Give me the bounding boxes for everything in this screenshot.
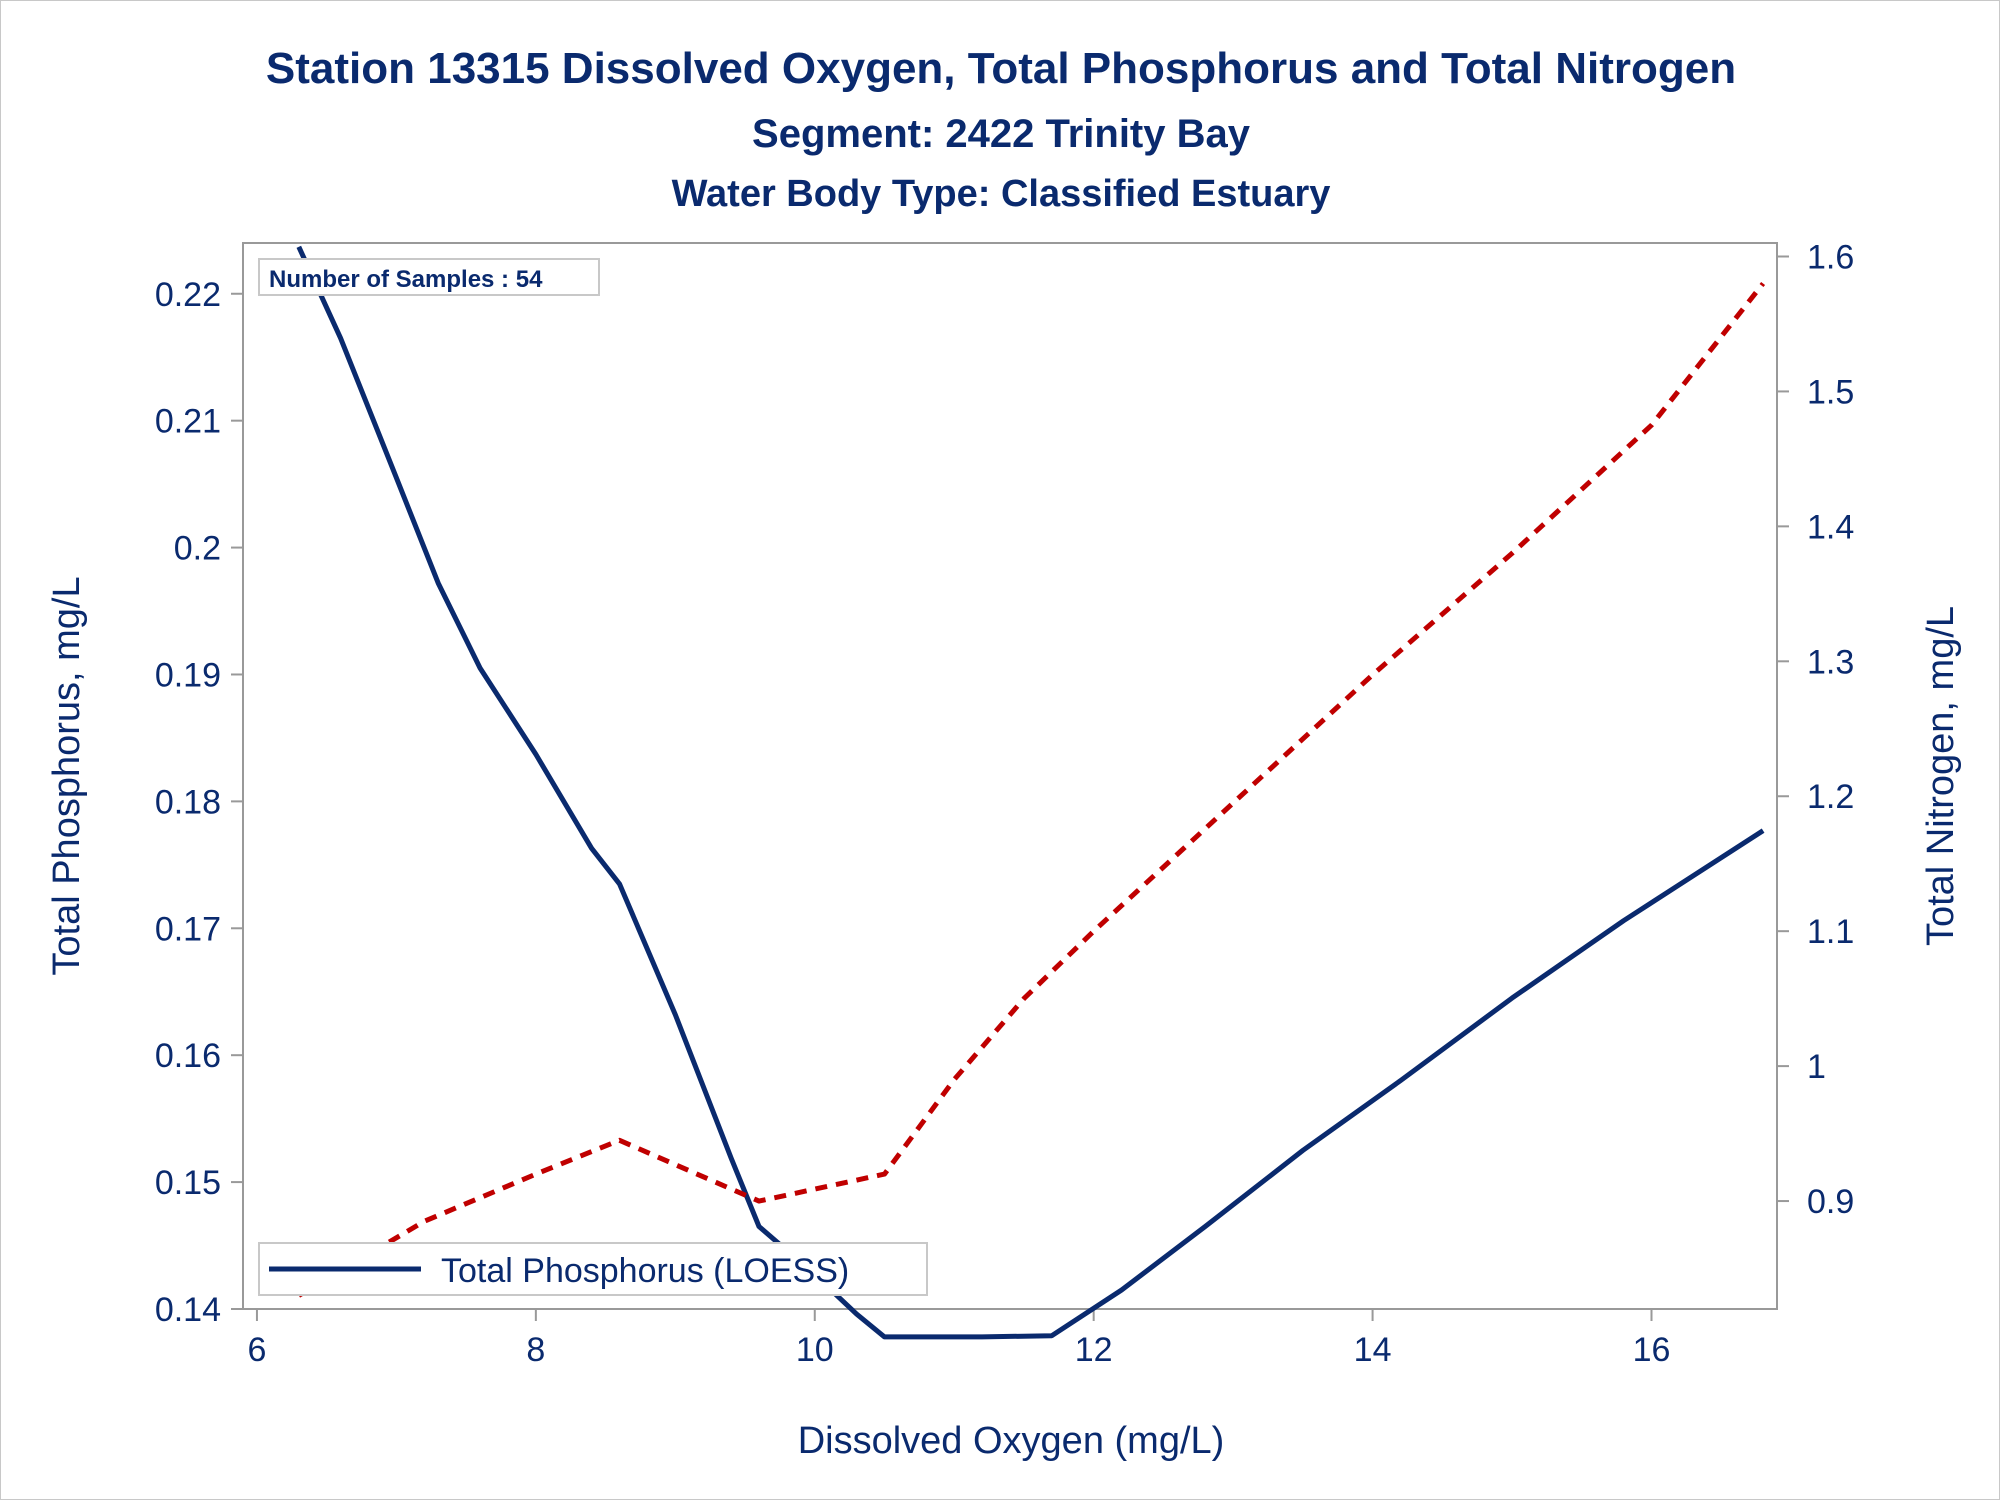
series-line-phosphorus [296, 245, 1765, 1340]
chart-title: Station 13315 Dissolved Oxygen, Total Ph… [266, 44, 1736, 93]
y-left-tick-label: 0.19 [155, 656, 221, 694]
x-axis: 6 8 10 12 14 16 [247, 1309, 1670, 1369]
series-line-nitrogen [297, 281, 1766, 1298]
legend: Total Phosphorus (LOESS) [258, 1242, 928, 1296]
y-right-axis: 0.9 1 1.1 1.2 1.3 1.4 1.5 1.6 [1777, 238, 1854, 1221]
y-right-tick-label: 1.5 [1807, 373, 1854, 411]
x-tick-label: 12 [1075, 1331, 1113, 1369]
x-tick-label: 14 [1354, 1331, 1392, 1369]
y-left-axis: 0.14 0.15 0.16 0.17 0.18 0.19 0.2 0.21 0.22 [155, 276, 243, 1329]
y-right-tick-label: 1.2 [1807, 778, 1854, 816]
chart-subtitle: Segment: 2422 Trinity Bay [752, 112, 1251, 156]
y-left-tick-label: 0.18 [155, 783, 221, 821]
x-tick-label: 16 [1633, 1331, 1671, 1369]
y-left-tick-label: 0.16 [155, 1037, 221, 1075]
y-left-tick-label: 0.17 [155, 910, 221, 948]
y-right-axis-label: Total Nitrogen, mg/L [1920, 606, 1962, 946]
x-tick-label: 8 [526, 1331, 545, 1369]
y-left-tick-label: 0.14 [155, 1291, 221, 1329]
y-left-axis-label: Total Phosphorus, mg/L [46, 576, 88, 975]
y-right-tick-label: 1.6 [1807, 238, 1854, 276]
sample-count-inset: Number of Samples : 54 [258, 258, 600, 296]
series-layer [296, 245, 1766, 1340]
x-axis-label: Dissolved Oxygen (mg/L) [798, 1420, 1225, 1462]
y-left-tick-label: 0.2 [174, 530, 221, 568]
y-right-tick-label: 1 [1807, 1048, 1826, 1086]
sample-count-text: Number of Samples : 54 [269, 266, 543, 293]
y-right-tick-label: 0.9 [1807, 1183, 1854, 1221]
x-tick-label: 10 [796, 1331, 834, 1369]
chart-subtitle-2: Water Body Type: Classified Estuary [672, 173, 1331, 215]
y-left-tick-label: 0.22 [155, 276, 221, 314]
y-right-tick-label: 1.3 [1807, 643, 1854, 681]
y-right-tick-label: 1.1 [1807, 913, 1854, 951]
legend-label-phosphorus: Total Phosphorus (LOESS) [441, 1252, 849, 1290]
y-right-tick-label: 1.4 [1807, 508, 1854, 546]
sample-count-box [258, 258, 600, 296]
x-tick-label: 6 [247, 1331, 266, 1369]
y-left-tick-label: 0.21 [155, 403, 221, 441]
y-left-tick-label: 0.15 [155, 1164, 221, 1202]
plot-area [242, 242, 1778, 1310]
